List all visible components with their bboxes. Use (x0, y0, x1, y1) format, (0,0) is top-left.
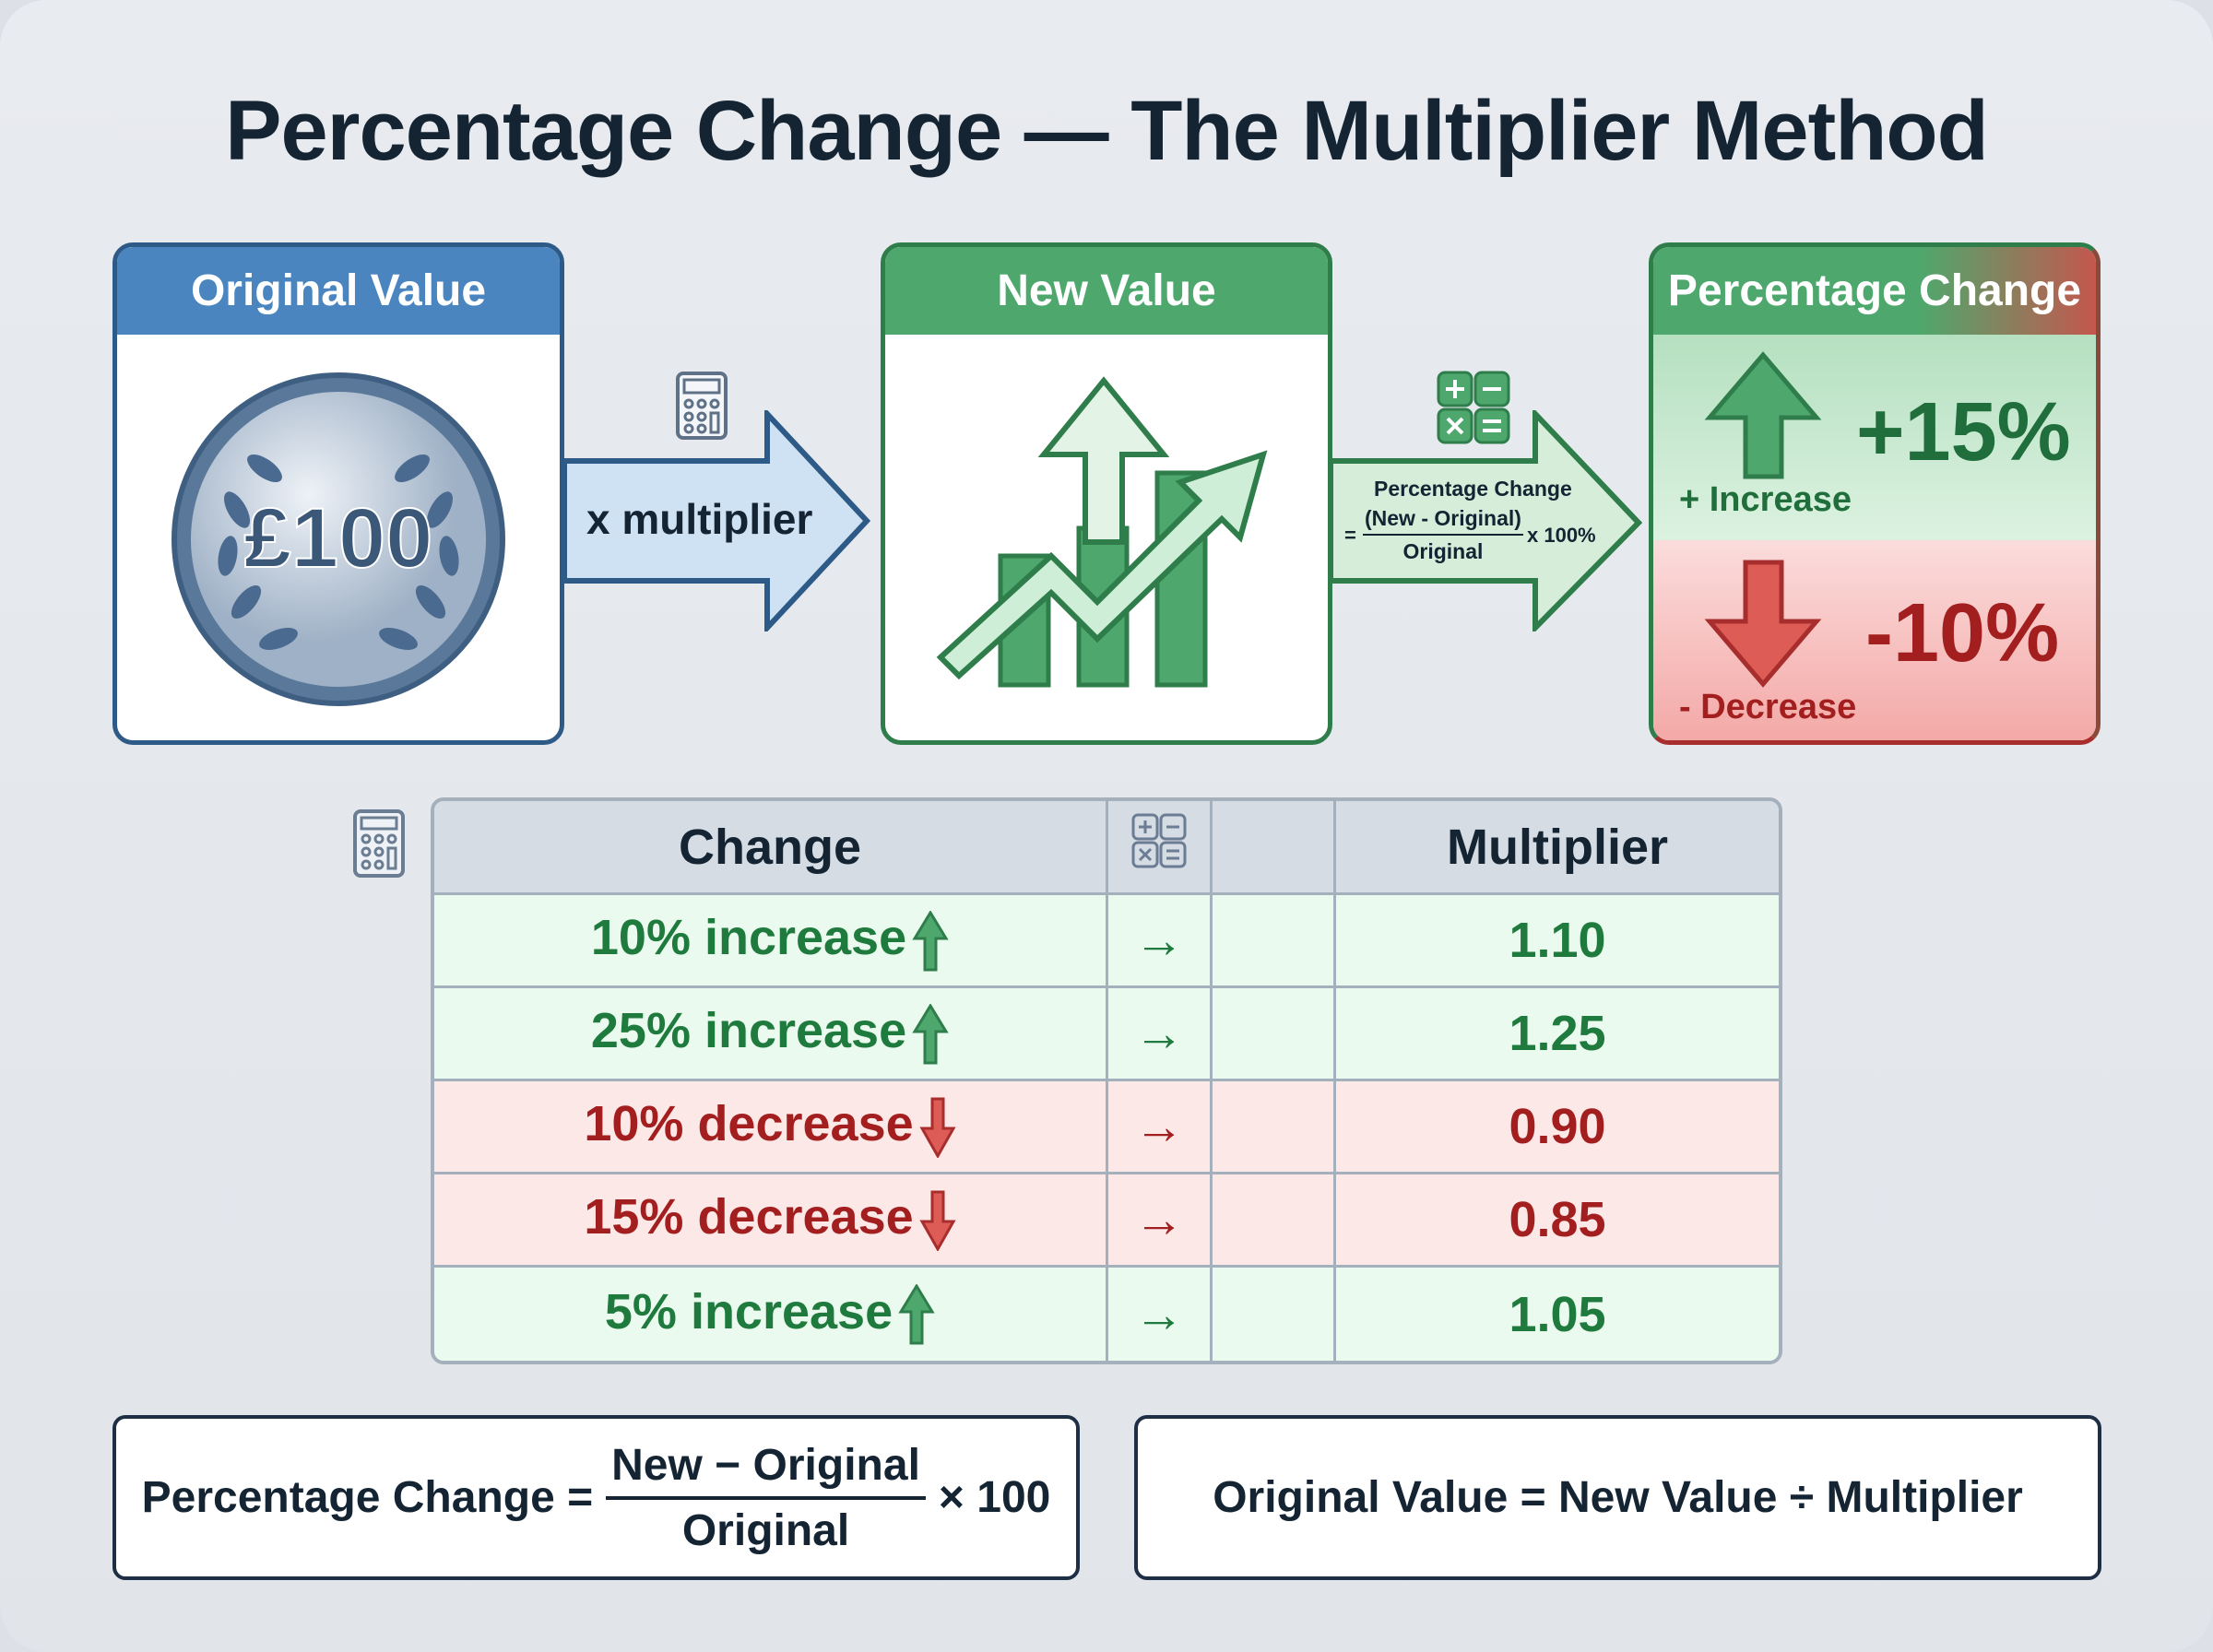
arrow-cell: → (1108, 1268, 1213, 1361)
math-operators-icon (1437, 371, 1510, 444)
percentage-change-formula: Percentage Change = New − Original Origi… (112, 1415, 1080, 1580)
formula-denominator: Original (681, 1505, 850, 1555)
card-header: Percentage Change (1653, 247, 2096, 335)
arrow-up-icon (898, 1283, 935, 1345)
increase-section: +15% + Increase (1653, 335, 2096, 540)
formula-denominator: Original (1402, 539, 1484, 563)
multiplier-cell: 0.85 (1336, 1174, 1779, 1268)
arrow-up-icon (912, 909, 949, 972)
header-blank (1213, 801, 1336, 895)
multiplier-cell: 0.90 (1336, 1081, 1779, 1174)
table-row: 5% increase → 1.05 (434, 1268, 1779, 1361)
formula-arrow (1331, 410, 1643, 631)
increase-label: + Increase (1679, 480, 1852, 519)
change-text: 15% decrease (584, 1189, 914, 1245)
decrease-label: - Decrease (1679, 688, 1857, 726)
new-value-card: New Value (881, 242, 1332, 745)
blank-cell (1213, 1174, 1336, 1268)
growth-chart-icon (936, 376, 1268, 688)
change-cell: 15% decrease (434, 1174, 1108, 1268)
coin-value: £100 (244, 491, 433, 585)
change-text: 10% decrease (584, 1096, 914, 1152)
formula-numerator: New − Original (606, 1440, 926, 1500)
formula-fraction: (New - Original) Original (1363, 506, 1523, 564)
change-cell: 10% increase (434, 895, 1108, 988)
arrow-up-icon (912, 1002, 949, 1065)
change-cell: 10% decrease (434, 1081, 1108, 1174)
original-value-formula: Original Value = New Value ÷ Multiplier (1134, 1415, 2101, 1580)
increase-value: +15% (1856, 386, 2071, 478)
coin-icon: £100 (172, 372, 505, 706)
formula-lhs: Percentage Change = (141, 1473, 594, 1522)
multiplier-table: Change Multiplier 10% increase → 1.10 25%… (431, 797, 1782, 1364)
table-row: 10% decrease → 0.90 (434, 1081, 1779, 1174)
blank-cell (1213, 1268, 1336, 1361)
change-text: 5% increase (604, 1283, 893, 1339)
blank-cell (1213, 1081, 1336, 1174)
header-change: Change (434, 801, 1108, 895)
card-header: Original Value (117, 247, 560, 335)
formula-numerator: (New - Original) (1363, 506, 1523, 536)
math-operators-icon (1131, 813, 1187, 868)
percentage-change-card: Percentage Change +15% + Increase -10% -… (1649, 242, 2101, 745)
arrow-cell: → (1108, 988, 1213, 1081)
header-operators (1108, 801, 1213, 895)
formula-equals: = (1344, 524, 1356, 547)
calculator-icon (353, 809, 405, 878)
change-text: 10% increase (590, 910, 907, 966)
calculator-icon (676, 372, 728, 440)
formula-text: Original Value = New Value ÷ Multiplier (1213, 1473, 2023, 1522)
arrow-cell: → (1108, 1081, 1213, 1174)
page-title: Percentage Change — The Multiplier Metho… (225, 84, 1989, 178)
multiplier-arrow (564, 410, 871, 631)
formula-times: × 100 (938, 1473, 1051, 1522)
arrow-cell: → (1108, 895, 1213, 988)
arrow-down-icon (919, 1097, 956, 1159)
decrease-value: -10% (1865, 587, 2060, 679)
table-row: 15% decrease → 0.85 (434, 1174, 1779, 1268)
blank-cell (1213, 988, 1336, 1081)
formula-title: Percentage Change (1374, 477, 1572, 501)
header-multiplier: Multiplier (1336, 801, 1779, 895)
change-text: 25% increase (590, 1003, 907, 1059)
formula-fraction: New − Original Original (606, 1440, 926, 1556)
change-cell: 5% increase (434, 1268, 1108, 1361)
multiplier-cell: 1.10 (1336, 895, 1779, 988)
arrow-down-icon (1704, 560, 1822, 688)
decrease-section: -10% - Decrease (1653, 540, 2096, 740)
table-row: 25% increase → 1.25 (434, 988, 1779, 1081)
original-value-card: Original Value £100 (112, 242, 564, 745)
arrow-down-icon (919, 1190, 956, 1252)
blank-cell (1213, 895, 1336, 988)
multiplier-label: x multiplier (586, 495, 813, 543)
arrow-up-icon (1704, 351, 1822, 479)
change-cell: 25% increase (434, 988, 1108, 1081)
card-header: New Value (885, 247, 1328, 335)
arrow-cell: → (1108, 1174, 1213, 1268)
table-row: 10% increase → 1.10 (434, 895, 1779, 988)
multiplier-cell: 1.05 (1336, 1268, 1779, 1361)
multiplier-cell: 1.25 (1336, 988, 1779, 1081)
table-header-row: Change Multiplier (434, 801, 1779, 895)
formula-times: x 100% (1527, 524, 1596, 547)
